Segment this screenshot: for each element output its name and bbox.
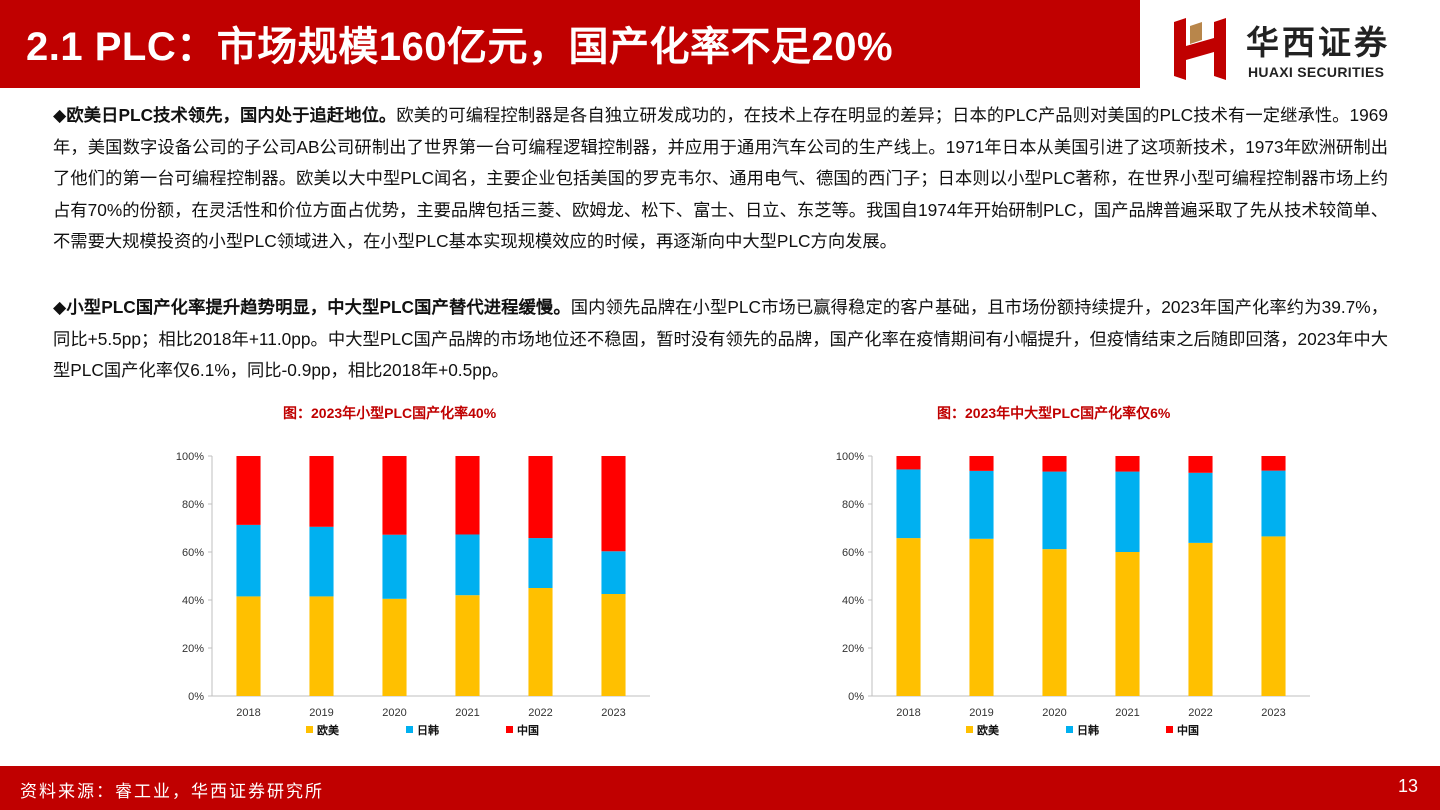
legend-swatch <box>966 726 973 733</box>
bar-segment <box>1115 552 1140 696</box>
bar-segment <box>896 538 921 696</box>
y-tick-label: 0% <box>188 691 204 703</box>
legend-swatch <box>406 726 413 733</box>
bar-segment <box>455 595 480 696</box>
bar-segment <box>969 538 994 696</box>
bar-segment <box>528 456 553 539</box>
bar-segment <box>601 594 626 696</box>
bar-segment <box>1261 536 1286 696</box>
bar-segment <box>309 526 334 597</box>
x-tick-label: 2023 <box>601 707 625 719</box>
y-tick-label: 0% <box>848 691 864 703</box>
bar-segment <box>1188 542 1213 696</box>
logo-subtitle: HUAXI SECURITIES <box>1248 64 1385 80</box>
x-tick-label: 2018 <box>896 707 920 719</box>
legend-swatch <box>306 726 313 733</box>
x-tick-label: 2019 <box>309 707 333 719</box>
legend-label: 欧美 <box>317 723 340 737</box>
bar-segment <box>1261 456 1286 471</box>
bar-segment <box>309 596 334 696</box>
header-bar <box>0 0 1140 88</box>
legend-label: 欧美 <box>977 723 1000 737</box>
x-tick-label: 2021 <box>1115 707 1139 719</box>
y-tick-label: 20% <box>182 643 204 655</box>
chart-title-small-plc: 图：2023年小型PLC国产化率40% <box>283 405 497 421</box>
x-tick-label: 2018 <box>236 707 260 719</box>
bar-segment <box>309 456 334 527</box>
x-tick-label: 2020 <box>382 707 406 719</box>
x-tick-label: 2023 <box>1261 707 1285 719</box>
chart-title-large-plc: 图：2023年中大型PLC国产化率仅6% <box>937 405 1171 421</box>
bar-segment <box>1188 472 1213 543</box>
paragraph-lead: ◆小型PLC国产化率提升趋势明显，中大型PLC国产替代进程缓慢。 <box>53 297 571 317</box>
y-tick-label: 60% <box>182 547 204 559</box>
bar-segment <box>382 456 407 535</box>
bar-segment <box>236 596 261 696</box>
paragraph-localization: ◆小型PLC国产化率提升趋势明显，中大型PLC国产替代进程缓慢。国内领先品牌在小… <box>53 292 1388 387</box>
y-tick-label: 80% <box>842 499 864 511</box>
footer-bar <box>0 766 1440 810</box>
x-tick-label: 2021 <box>455 707 479 719</box>
x-tick-label: 2019 <box>969 707 993 719</box>
y-tick-label: 80% <box>182 499 204 511</box>
footer-source: 资料来源：睿工业，华西证券研究所 <box>20 782 324 802</box>
bar-segment <box>601 456 626 552</box>
legend-label: 中国 <box>517 723 539 737</box>
legend-swatch <box>1066 726 1073 733</box>
y-tick-label: 40% <box>842 595 864 607</box>
bar-segment <box>382 598 407 696</box>
bar-segment <box>528 588 553 696</box>
paragraph-body: 欧美的可编程控制器是各自独立研发成功的，在技术上存在明显的差异；日本的PLC产品… <box>53 105 1388 251</box>
paragraph-lead: ◆欧美日PLC技术领先，国内处于追赶地位。 <box>53 105 397 125</box>
bar-segment <box>455 456 480 535</box>
bar-segment <box>1042 456 1067 472</box>
logo-name: 华西证券 <box>1246 23 1390 62</box>
page-number: 13 <box>1397 776 1418 796</box>
bar-segment <box>1115 456 1140 472</box>
x-tick-label: 2022 <box>528 707 552 719</box>
paragraph-body: 国内领先品牌在小型PLC市场已赢得稳定的客户基础，且市场份额持续提升，2023年… <box>53 297 1388 380</box>
bar-segment <box>896 469 921 539</box>
y-tick-label: 60% <box>842 547 864 559</box>
paragraph-plc-tech: ◆欧美日PLC技术领先，国内处于追赶地位。欧美的可编程控制器是各自独立研发成功的… <box>53 100 1388 258</box>
bar-segment <box>969 470 994 539</box>
page-title: 2.1 PLC：市场规模160亿元，国产化率不足20% <box>26 25 894 69</box>
bar-segment <box>1188 456 1213 473</box>
bar-segment <box>1261 470 1286 537</box>
bar-segment <box>601 551 626 594</box>
bar-segment <box>528 538 553 588</box>
bar-segment <box>1042 549 1067 696</box>
y-tick-label: 100% <box>176 451 204 463</box>
bar-segment <box>236 456 261 525</box>
bar-segment <box>1115 471 1140 552</box>
legend-label: 日韩 <box>1077 723 1099 737</box>
y-tick-label: 40% <box>182 595 204 607</box>
x-tick-label: 2020 <box>1042 707 1066 719</box>
small-plc-share-chart: 0% 20% 40% 60% 80% 100% 2018 2019 2020 2021 2022 20… <box>176 451 650 737</box>
y-tick-label: 100% <box>836 451 864 463</box>
bar-segment <box>1042 471 1067 550</box>
legend-swatch <box>1166 726 1173 733</box>
large-plc-share-chart: 0% 20% 40% 60% 80% 100% 2018 2019 2020 2021 2022 20… <box>836 451 1310 737</box>
bar-segment <box>969 456 994 471</box>
legend-label: 中国 <box>1177 723 1199 737</box>
x-tick-label: 2022 <box>1188 707 1212 719</box>
huaxi-logo-icon <box>1174 18 1226 80</box>
bar-segment <box>236 524 261 597</box>
bar-segment <box>382 534 407 599</box>
bar-segment <box>896 456 921 470</box>
legend-swatch <box>506 726 513 733</box>
legend-label: 日韩 <box>417 723 439 737</box>
y-tick-label: 20% <box>842 643 864 655</box>
bar-segment <box>455 534 480 596</box>
